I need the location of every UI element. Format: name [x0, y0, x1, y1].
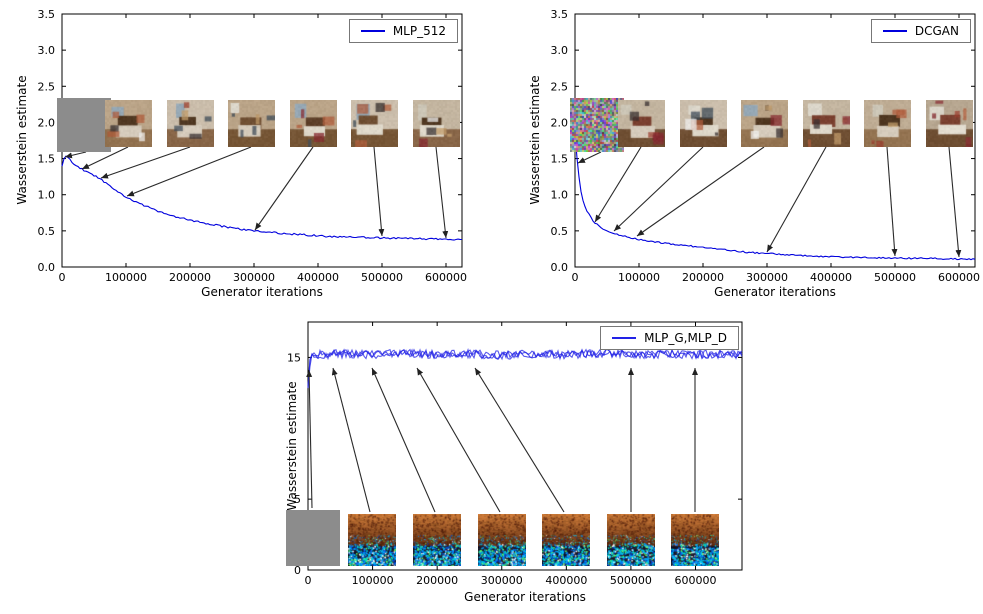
y-tick-label: 2.5: [38, 80, 56, 93]
x-tick-label: 100000: [618, 271, 660, 284]
annotation-arrow: [81, 146, 129, 170]
x-tick-label: 300000: [481, 574, 523, 587]
x-tick-label: 400000: [810, 271, 852, 284]
x-tick-label: 0: [572, 271, 579, 284]
y-tick-label: 3.0: [38, 44, 56, 57]
mlp512-plot-svg: 0 100000 200000 300000 400000 500000 600000 0.0…: [38, 8, 468, 284]
annotation-arrow: [435, 146, 449, 239]
annotation-arrow: [766, 146, 827, 253]
x-axis-label: Generator iterations: [464, 590, 586, 604]
series-line: [307, 348, 743, 386]
legend-line-swatch: [612, 337, 637, 339]
annotation-arrow: [254, 146, 314, 231]
series-line: [307, 348, 743, 388]
series-line: [307, 348, 743, 389]
annotation-arrow: [886, 146, 898, 257]
y-tick-label: 0.0: [551, 261, 569, 274]
annotation-arrow: [306, 369, 313, 509]
y-axis-label: Wasserstein estimate: [285, 381, 299, 511]
x-tick-label: 200000: [169, 271, 211, 284]
annotation-arrow: [373, 146, 385, 237]
x-tick-label: 300000: [233, 271, 275, 284]
annotation-arrow: [331, 367, 371, 513]
y-tick-label: 1.0: [38, 189, 56, 202]
y-tick-label: 0.0: [38, 261, 56, 274]
annotation-arrow: [948, 146, 962, 258]
x-tick-label: 200000: [416, 574, 458, 587]
y-tick-label: 2.0: [551, 116, 569, 129]
x-tick-label: 0: [59, 271, 66, 284]
y-tick-label: 2.0: [38, 116, 56, 129]
legend-label: MLP_G,MLP_D: [644, 331, 727, 345]
legend-label: DCGAN: [914, 24, 959, 38]
legend: MLP_512: [348, 19, 458, 43]
y-tick-label: 3.0: [551, 44, 569, 57]
series-line: [61, 155, 463, 241]
plot-frame: [574, 13, 976, 268]
legend-line-swatch: [360, 30, 385, 32]
y-tick-label: 5: [294, 493, 301, 506]
y-tick-label: 0: [294, 564, 301, 577]
y-tick-label: 15: [287, 351, 301, 364]
x-axis-label: Generator iterations: [714, 285, 836, 299]
plot-frame: [61, 13, 463, 268]
x-tick-label: 600000: [938, 271, 980, 284]
x-tick-label: 100000: [105, 271, 147, 284]
annotation-arrow: [577, 151, 602, 164]
y-tick-label: 3.5: [38, 8, 56, 21]
annotation-arrow: [474, 367, 565, 513]
x-tick-label: 300000: [746, 271, 788, 284]
dcgan-plot-svg: 0 100000 200000 300000 400000 500000 600000 0.0…: [551, 8, 981, 284]
annotation-arrow: [64, 151, 87, 159]
x-tick-label: 0: [305, 574, 312, 587]
x-tick-label: 500000: [361, 271, 403, 284]
annotation-arrow: [371, 367, 436, 513]
y-axis-label: Wasserstein estimate: [528, 75, 542, 205]
x-tick-label: 600000: [675, 574, 717, 587]
legend-line-swatch: [882, 30, 907, 32]
y-tick-label: 2.5: [551, 80, 569, 93]
annotation-arrow: [613, 146, 704, 232]
annotation-arrow: [594, 146, 642, 223]
y-tick-label: 1.0: [551, 189, 569, 202]
x-axis-label: Generator iterations: [201, 285, 323, 299]
legend-label: MLP_512: [392, 24, 446, 38]
annotation-arrow: [126, 146, 252, 197]
y-tick-label: 3.5: [551, 8, 569, 21]
mlp-g-mlp-d-plot-svg: 0 100000 200000 300000 400000 500000 600000 0 5 1…: [287, 321, 743, 587]
chart-mlp512: 0 100000 200000 300000 400000 500000 600000 0.0…: [0, 0, 491, 305]
chart-mlp-g-mlp-d: 0 100000 200000 300000 400000 500000 600000 0 5 1…: [240, 310, 760, 614]
plot-frame: [307, 321, 743, 571]
x-tick-label: 400000: [545, 574, 587, 587]
x-tick-label: 100000: [352, 574, 394, 587]
x-tick-label: 600000: [425, 271, 467, 284]
x-tick-label: 500000: [874, 271, 916, 284]
chart-dcgan: 0 100000 200000 300000 400000 500000 600000 0.0…: [513, 0, 983, 305]
annotation-arrow: [416, 367, 501, 513]
y-axis-label: Wasserstein estimate: [15, 75, 29, 205]
annotation-arrow: [636, 146, 765, 237]
y-tick-label: 0.5: [551, 225, 569, 238]
annotation-arrow: [100, 146, 191, 179]
y-tick-label: 1.5: [38, 153, 56, 166]
y-tick-label: 0.5: [38, 225, 56, 238]
legend: MLP_G,MLP_D: [600, 326, 739, 350]
x-tick-label: 400000: [297, 271, 339, 284]
y-tick-label: 1.5: [551, 153, 569, 166]
legend: DCGAN: [870, 19, 971, 43]
series-line: [574, 133, 976, 261]
x-tick-label: 200000: [682, 271, 724, 284]
x-tick-label: 500000: [610, 574, 652, 587]
